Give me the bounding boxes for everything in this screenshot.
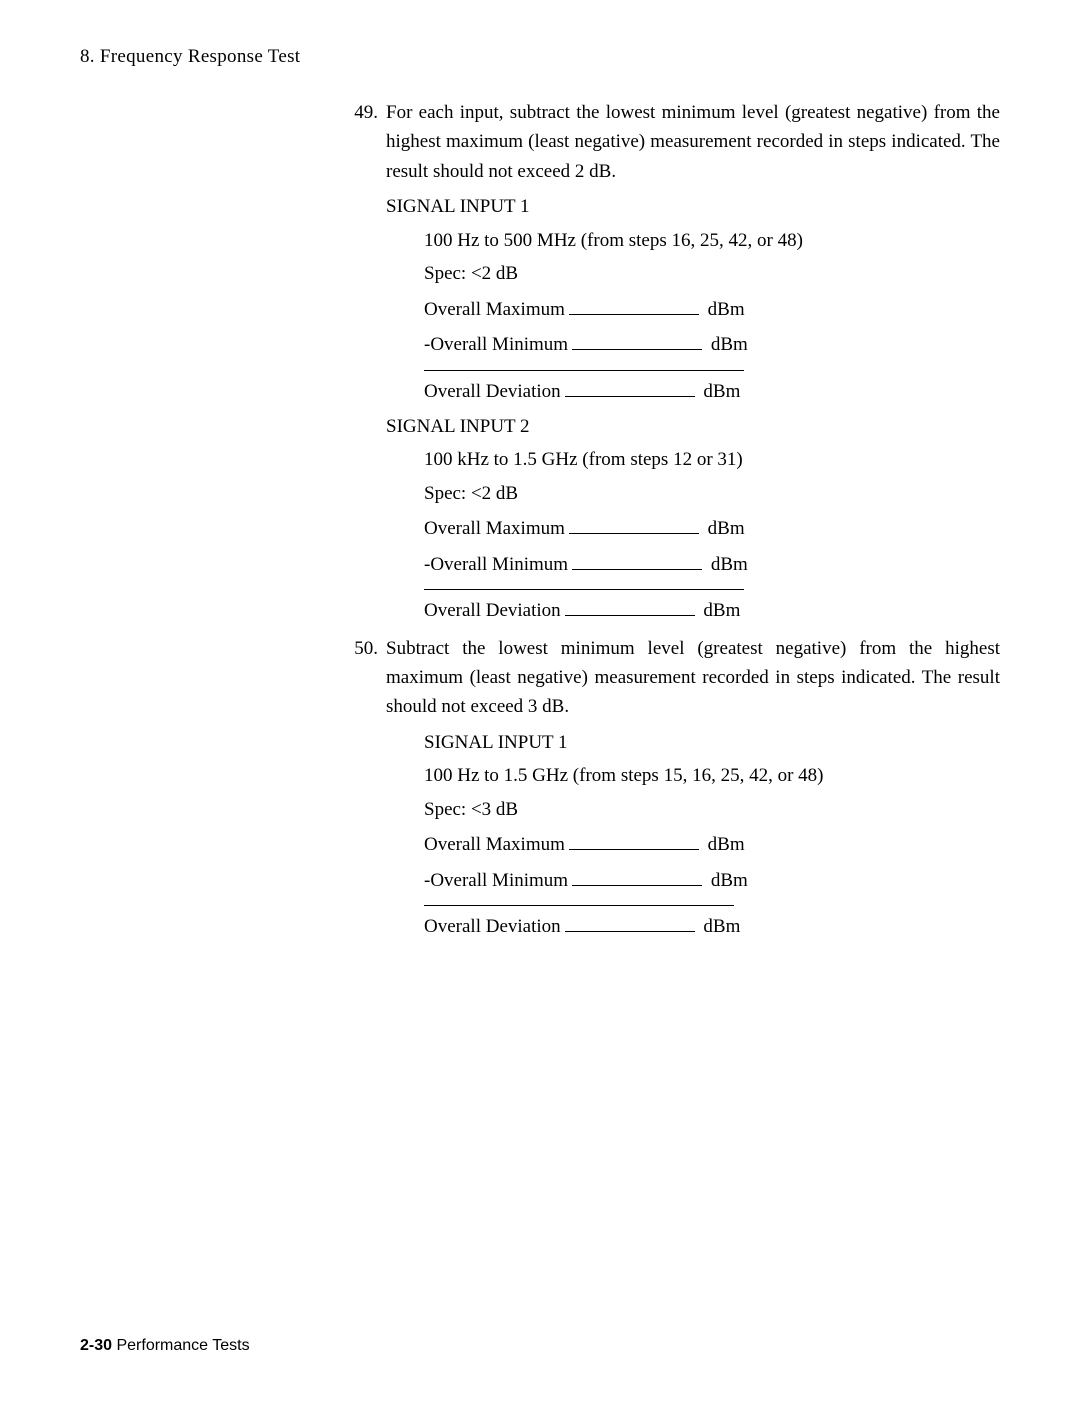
divider [424,370,744,371]
signal-input-title: SIGNAL INPUT 2 [386,412,1000,441]
divider [424,905,734,906]
unit: dBm [708,834,745,855]
overall-maximum-row: Overall Maximum dBm [424,295,1000,324]
label: -Overall Minimum [424,870,568,891]
unit: dBm [703,600,740,621]
freq-range: 100 Hz to 500 MHz (from steps 16, 25, 42… [424,226,1000,255]
overall-minimum-row: -Overall Minimum dBm [424,866,1000,895]
blank-field[interactable] [565,615,695,616]
step-49: 49. For each input, subtract the lowest … [342,98,1000,186]
unit: dBm [711,870,748,891]
content-area: 49. For each input, subtract the lowest … [342,98,1000,942]
spec-line: Spec: <2 dB [424,259,1000,288]
divider [424,589,744,590]
section-header: 8. Frequency Response Test [80,46,1000,68]
label: Overall Deviation [424,381,561,402]
unit: dBm [708,518,745,539]
label: -Overall Minimum [424,554,568,575]
page-number: 2-30 [80,1337,112,1354]
overall-deviation-row: Overall Deviation dBm [424,912,1000,941]
step-50: 50. Subtract the lowest minimum level (g… [342,634,1000,722]
page: 8. Frequency Response Test 49. For each … [0,0,1080,1409]
unit: dBm [703,916,740,937]
unit: dBm [711,334,748,355]
unit: dBm [708,299,745,320]
page-footer: 2-30 Performance Tests [80,1337,250,1355]
step-body: Subtract the lowest minimum level (great… [386,634,1000,722]
signal-input-title: SIGNAL INPUT 1 [424,728,1000,757]
label: Overall Maximum [424,834,565,855]
blank-field[interactable] [572,885,702,886]
overall-maximum-row: Overall Maximum dBm [424,830,1000,859]
blank-field[interactable] [569,533,699,534]
blank-field[interactable] [572,569,702,570]
overall-minimum-row: -Overall Minimum dBm [424,330,1000,359]
unit: dBm [703,381,740,402]
step-number: 49. [342,98,386,186]
overall-deviation-row: Overall Deviation dBm [424,377,1000,406]
step-number: 50. [342,634,386,722]
unit: dBm [711,554,748,575]
blank-field[interactable] [569,314,699,315]
blank-field[interactable] [572,349,702,350]
spec-line: Spec: <2 dB [424,479,1000,508]
freq-range: 100 kHz to 1.5 GHz (from steps 12 or 31) [424,445,1000,474]
label: Overall Deviation [424,600,561,621]
label: -Overall Minimum [424,334,568,355]
label: Overall Maximum [424,299,565,320]
blank-field[interactable] [565,396,695,397]
label: Overall Deviation [424,916,561,937]
overall-deviation-row: Overall Deviation dBm [424,596,1000,625]
spec-line: Spec: <3 dB [424,795,1000,824]
freq-range: 100 Hz to 1.5 GHz (from steps 15, 16, 25… [424,761,1000,790]
label: Overall Maximum [424,518,565,539]
blank-field[interactable] [565,931,695,932]
overall-maximum-row: Overall Maximum dBm [424,514,1000,543]
footer-label: Performance Tests [116,1337,249,1354]
overall-minimum-row: -Overall Minimum dBm [424,550,1000,579]
blank-field[interactable] [569,849,699,850]
signal-input-title: SIGNAL INPUT 1 [386,192,1000,221]
step-body: For each input, subtract the lowest mini… [386,98,1000,186]
